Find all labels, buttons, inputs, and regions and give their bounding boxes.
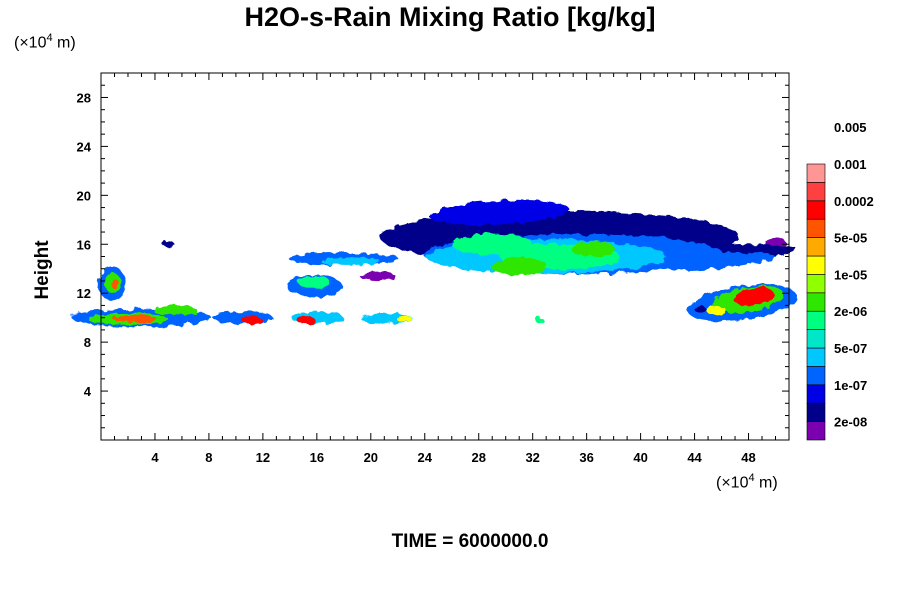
colorbar-cell [806, 347, 826, 367]
field-blob [491, 257, 548, 276]
x-tick-label: 44 [687, 450, 702, 465]
mixing-ratio-field [71, 199, 797, 327]
field-blob [112, 314, 157, 323]
field-blob [693, 306, 706, 313]
x-axis-unit: (×104 m) [716, 472, 778, 492]
field-blob [162, 241, 175, 248]
x-tick-label: 24 [418, 450, 433, 465]
y-axis: 4 8 12 16 20 24 28 [77, 84, 789, 429]
colorbar-label: 5e-05 [834, 231, 867, 246]
chart-title: H2O-s-Rain Mixing Ratio [kg/kg] [244, 2, 656, 32]
colorbar-cell [806, 402, 826, 422]
field-blob [734, 287, 774, 307]
colorbar-label: 0.005 [834, 120, 867, 135]
field-blob [765, 237, 786, 246]
y-tick-label: 20 [77, 188, 91, 203]
colorbar-cell [806, 421, 826, 441]
y-axis-unit: (×104 m) [14, 32, 76, 52]
x-axis: 4 8 12 16 20 24 28 32 36 40 44 48 [113, 73, 777, 465]
colorbar-cell [806, 200, 826, 220]
colorbar-cell [806, 255, 826, 275]
field-blob [429, 199, 569, 225]
y-tick-label: 24 [77, 139, 92, 154]
colorbar-cell [806, 237, 826, 257]
field-blob [298, 276, 331, 289]
field-blob [571, 241, 616, 258]
x-tick-label: 12 [256, 450, 270, 465]
x-tick-label: 36 [579, 450, 593, 465]
x-tick-label: 4 [151, 450, 159, 465]
field-blob [242, 316, 263, 325]
colorbar-cell [806, 182, 826, 202]
x-tick-label: 8 [205, 450, 212, 465]
colorbar-cell [806, 384, 826, 404]
field-blob [320, 257, 381, 266]
x-tick-label: 40 [633, 450, 647, 465]
field-blob [359, 272, 396, 281]
colorbar-cell [806, 274, 826, 294]
colorbar-cell [806, 310, 826, 330]
field-blob [297, 316, 316, 325]
colorbar-cell [806, 218, 826, 238]
y-tick-label: 16 [77, 237, 91, 252]
colorbar-cell [806, 292, 826, 312]
colorbar-label: 0.0002 [834, 194, 874, 209]
x-tick-label: 16 [310, 450, 324, 465]
x-tick-label: 28 [471, 450, 485, 465]
field-blob [110, 278, 119, 289]
colorbar-label: 5e-07 [834, 341, 867, 356]
colorbar-label: 2e-06 [834, 304, 867, 319]
x-tick-label: 32 [525, 450, 539, 465]
field-blob [706, 306, 727, 315]
y-tick-label: 4 [84, 384, 92, 399]
field-blob [396, 315, 413, 322]
colorbar-label: 2e-08 [834, 415, 867, 430]
colorbar-label: 1e-05 [834, 267, 867, 282]
field-blob [360, 313, 413, 324]
colorbar-cell [806, 329, 826, 349]
y-tick-label: 12 [77, 286, 91, 301]
colorbar-cell [806, 366, 826, 386]
field-blob [153, 305, 198, 316]
time-footer: TIME = 6000000.0 [391, 531, 549, 552]
colorbar-label: 0.001 [834, 157, 867, 172]
x-tick-label: 20 [364, 450, 378, 465]
field-blob [655, 252, 775, 271]
colorbar-cell [806, 163, 826, 183]
colorbar-legend: 2e-08 1e-07 5e-07 2e-06 1e-05 5e-05 0.0002 0.00… [806, 120, 874, 441]
field-blob [212, 311, 273, 324]
field-blob [535, 317, 544, 324]
y-tick-label: 28 [77, 90, 91, 105]
x-tick-label: 48 [741, 450, 755, 465]
y-tick-label: 8 [84, 335, 91, 350]
colorbar-label: 1e-07 [834, 378, 867, 393]
